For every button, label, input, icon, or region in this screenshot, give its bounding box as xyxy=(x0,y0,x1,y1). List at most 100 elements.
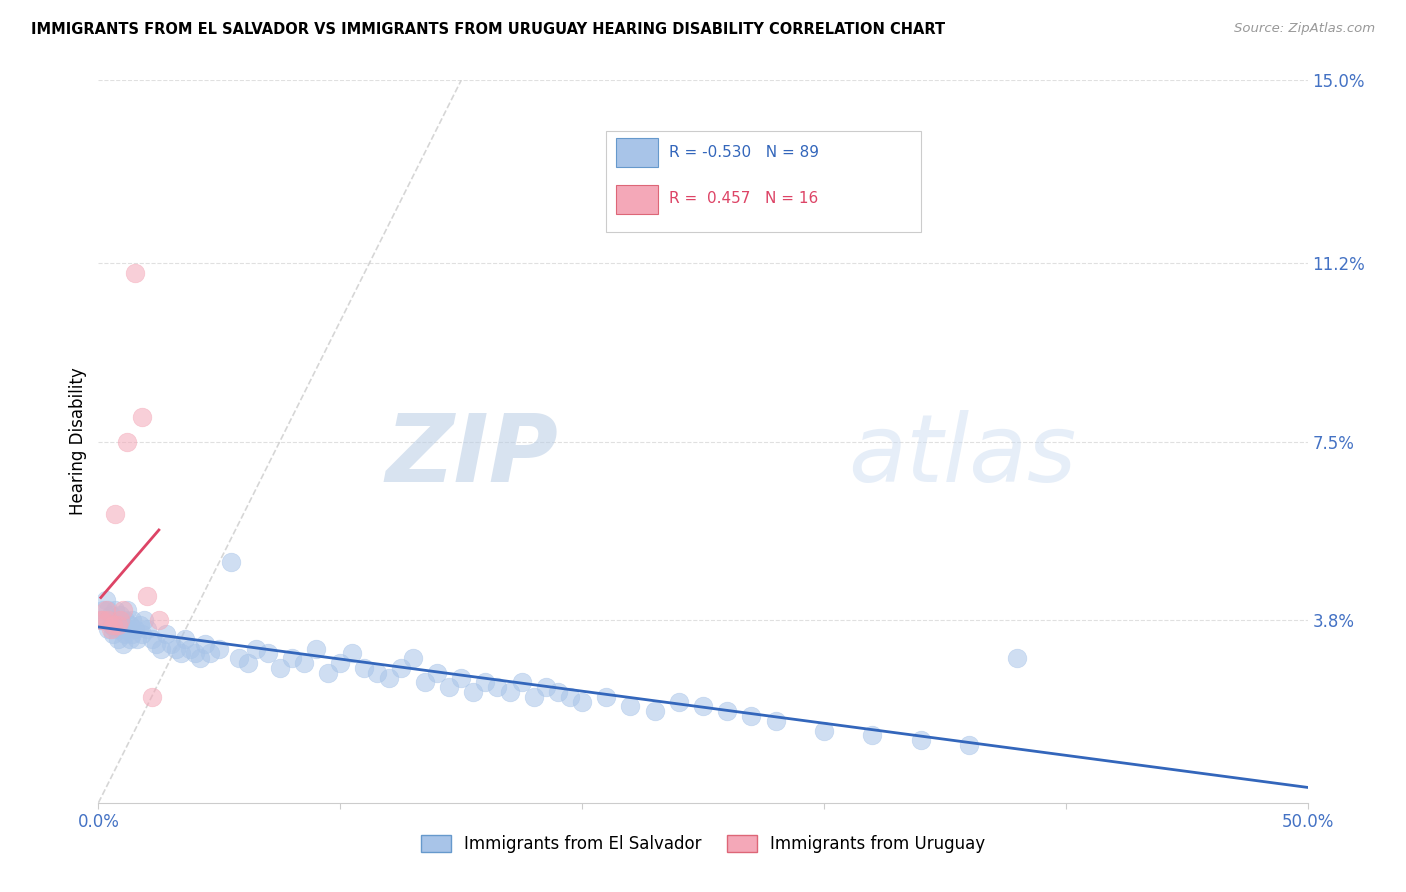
Point xyxy=(169,647,191,661)
Point xyxy=(114,613,136,627)
Point xyxy=(547,685,569,699)
Point xyxy=(124,266,146,280)
Point xyxy=(117,434,139,449)
Point xyxy=(100,617,122,632)
Point xyxy=(101,627,124,641)
Point xyxy=(377,671,399,685)
Point xyxy=(437,680,460,694)
FancyBboxPatch shape xyxy=(616,185,658,214)
Point xyxy=(316,665,339,680)
Point xyxy=(111,603,134,617)
Point xyxy=(174,632,197,646)
Point xyxy=(145,637,167,651)
Point xyxy=(150,641,173,656)
Point xyxy=(329,656,352,670)
Point xyxy=(165,641,187,656)
Legend: Immigrants from El Salvador, Immigrants from Uruguay: Immigrants from El Salvador, Immigrants … xyxy=(415,828,991,860)
Point xyxy=(97,603,120,617)
Point xyxy=(571,695,593,709)
Point xyxy=(117,603,139,617)
Point xyxy=(127,632,149,646)
Point xyxy=(413,675,436,690)
Point xyxy=(108,623,131,637)
Point xyxy=(114,627,136,641)
Point xyxy=(256,647,278,661)
Point xyxy=(135,589,157,603)
Y-axis label: Hearing Disability: Hearing Disability xyxy=(69,368,87,516)
Point xyxy=(957,738,980,752)
Text: IMMIGRANTS FROM EL SALVADOR VS IMMIGRANTS FROM URUGUAY HEARING DISABILITY CORREL: IMMIGRANTS FROM EL SALVADOR VS IMMIGRANT… xyxy=(31,22,945,37)
Point xyxy=(131,627,153,641)
Point xyxy=(134,613,156,627)
Point xyxy=(135,623,157,637)
Text: ZIP: ZIP xyxy=(385,410,558,502)
Point xyxy=(558,690,581,704)
Point xyxy=(121,613,143,627)
Text: R =  0.457   N = 16: R = 0.457 N = 16 xyxy=(669,191,818,205)
Point xyxy=(160,637,183,651)
Point xyxy=(131,410,153,425)
Point xyxy=(155,627,177,641)
Point xyxy=(111,617,134,632)
Point xyxy=(104,623,127,637)
Point xyxy=(94,603,117,617)
Point xyxy=(124,623,146,637)
Point xyxy=(97,623,120,637)
Point xyxy=(198,647,221,661)
Point xyxy=(281,651,304,665)
Point xyxy=(523,690,546,704)
Point xyxy=(245,641,267,656)
Point xyxy=(305,641,328,656)
Point xyxy=(91,613,114,627)
Point xyxy=(141,690,163,704)
Point xyxy=(463,685,485,699)
Point xyxy=(740,709,762,723)
Point xyxy=(117,623,139,637)
Point xyxy=(91,603,114,617)
Point xyxy=(188,651,211,665)
Point xyxy=(118,617,141,632)
Text: atlas: atlas xyxy=(848,410,1077,501)
Point xyxy=(100,623,122,637)
Point xyxy=(765,714,787,728)
Point xyxy=(94,593,117,607)
Point xyxy=(108,607,131,622)
Point xyxy=(486,680,509,694)
Point xyxy=(619,699,641,714)
Point xyxy=(534,680,557,694)
Point xyxy=(184,647,207,661)
Point xyxy=(342,647,364,661)
Point xyxy=(104,507,127,521)
Text: R = -0.530   N = 89: R = -0.530 N = 89 xyxy=(669,145,820,160)
Point xyxy=(221,555,243,569)
Point xyxy=(100,607,122,622)
Point xyxy=(107,632,129,646)
Point xyxy=(1007,651,1029,665)
FancyBboxPatch shape xyxy=(616,138,658,167)
Point xyxy=(860,728,883,742)
Point xyxy=(101,617,124,632)
Point xyxy=(97,613,120,627)
Point xyxy=(353,661,375,675)
Point xyxy=(292,656,315,670)
Point xyxy=(128,617,150,632)
Point xyxy=(716,704,738,718)
Point xyxy=(90,613,112,627)
Point xyxy=(121,627,143,641)
Point xyxy=(366,665,388,680)
Point xyxy=(474,675,496,690)
Point xyxy=(104,603,127,617)
Point xyxy=(107,613,129,627)
Point xyxy=(107,617,129,632)
Point xyxy=(108,613,131,627)
Point xyxy=(402,651,425,665)
Point xyxy=(910,733,932,747)
Point xyxy=(194,637,217,651)
Point xyxy=(101,613,124,627)
Point xyxy=(269,661,291,675)
Point xyxy=(238,656,260,670)
Text: Source: ZipAtlas.com: Source: ZipAtlas.com xyxy=(1234,22,1375,36)
Point xyxy=(179,641,201,656)
Point xyxy=(90,613,112,627)
Point xyxy=(94,613,117,627)
